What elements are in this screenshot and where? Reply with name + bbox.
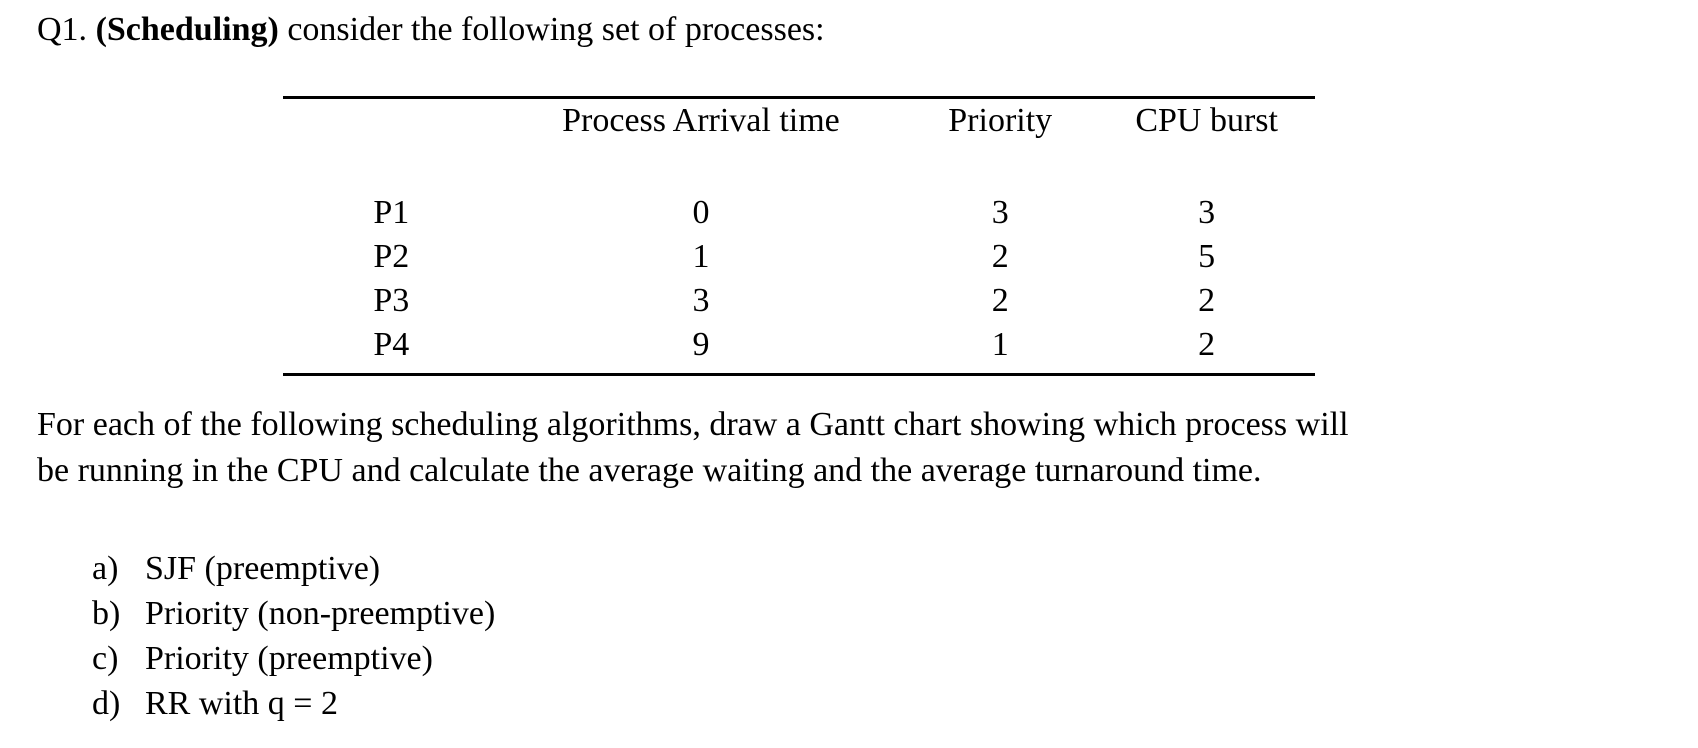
list-item-label: RR with q = 2 <box>145 685 338 722</box>
instruction-line-1: For each of the following scheduling alg… <box>37 406 1349 443</box>
table-header-row: Process Arrival time Priority CPU burst <box>283 98 1315 144</box>
priority-value: 2 <box>991 238 1009 275</box>
process-name: P4 <box>373 326 410 363</box>
priority-value: 2 <box>991 282 1009 319</box>
list-item-label: SJF (preemptive) <box>145 550 381 587</box>
process-table: Process Arrival time Priority CPU burst … <box>283 96 1315 376</box>
list-marker: d) <box>92 685 121 722</box>
list-item-round-robin: d) RR with q = 2 <box>92 681 495 726</box>
arrival-value: 0 <box>692 194 710 231</box>
burst-value: 2 <box>1198 326 1216 363</box>
table-spacer-row <box>283 143 1315 191</box>
priority-value: 3 <box>991 194 1009 231</box>
header-arrival-time: Process Arrival time <box>562 102 840 139</box>
list-item-priority-preemptive: c) Priority (preemptive) <box>92 636 495 681</box>
table-row: P1 0 3 3 <box>283 191 1315 235</box>
list-marker: c) <box>92 640 119 677</box>
arrival-value: 9 <box>692 326 710 363</box>
table-row: P2 1 2 5 <box>283 235 1315 279</box>
list-item-priority-nonpreemptive: b) Priority (non-preemptive) <box>92 591 495 636</box>
list-marker: a) <box>92 550 119 587</box>
question-topic: (Scheduling) <box>95 11 279 48</box>
priority-value: 1 <box>991 326 1009 363</box>
table-bottom-padding <box>283 367 1315 375</box>
list-item-sjf-preemptive: a) SJF (preemptive) <box>92 546 495 591</box>
table-row: P3 3 2 2 <box>283 279 1315 323</box>
burst-value: 3 <box>1198 194 1216 231</box>
header-cpu-burst: CPU burst <box>1135 102 1278 139</box>
header-priority: Priority <box>948 102 1053 139</box>
list-marker: b) <box>92 595 121 632</box>
process-name: P3 <box>373 282 410 319</box>
process-name: P2 <box>373 238 410 275</box>
instruction-paragraph: For each of the following scheduling alg… <box>37 402 1349 494</box>
question-number: Q1. <box>37 11 96 48</box>
instruction-line-2: be running in the CPU and calculate the … <box>37 452 1262 489</box>
header-process-blank <box>283 98 500 144</box>
table-row: P4 9 1 2 <box>283 323 1315 367</box>
arrival-value: 1 <box>692 238 710 275</box>
question-heading: Q1. (Scheduling) consider the following … <box>37 8 825 52</box>
burst-value: 2 <box>1198 282 1216 319</box>
algorithm-list: a) SJF (preemptive) b) Priority (non-pre… <box>92 546 495 726</box>
question-intro: consider the following set of processes: <box>278 11 825 48</box>
list-item-label: Priority (preemptive) <box>145 640 433 677</box>
process-table-container: Process Arrival time Priority CPU burst … <box>283 96 1315 376</box>
arrival-value: 3 <box>692 282 710 319</box>
list-item-label: Priority (non-preemptive) <box>145 595 496 632</box>
burst-value: 5 <box>1198 238 1216 275</box>
process-name: P1 <box>373 194 410 231</box>
